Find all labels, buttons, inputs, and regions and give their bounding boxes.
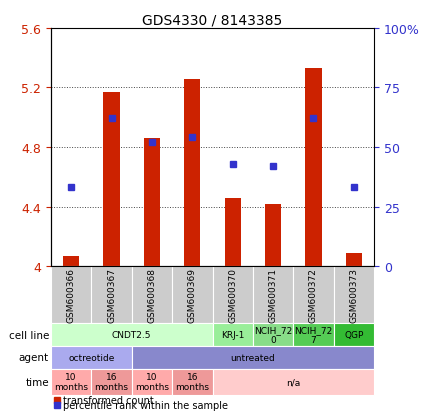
- Title: GDS4330 / 8143385: GDS4330 / 8143385: [142, 14, 283, 28]
- Bar: [253, 323, 293, 346]
- Bar: [305, 69, 321, 266]
- Text: GSM600366: GSM600366: [67, 268, 76, 322]
- Bar: [91, 266, 132, 323]
- Bar: [144, 139, 160, 266]
- Bar: [63, 256, 79, 266]
- Bar: [184, 79, 201, 266]
- Text: 16
months: 16 months: [94, 372, 128, 392]
- Bar: [51, 369, 91, 395]
- Bar: [253, 266, 293, 323]
- Text: NCIH_72
0: NCIH_72 0: [254, 325, 292, 344]
- Text: time: time: [26, 377, 49, 387]
- Bar: [51, 323, 212, 346]
- Bar: [212, 323, 253, 346]
- Text: untreated: untreated: [230, 353, 275, 362]
- Bar: [334, 266, 374, 323]
- Text: 10
months: 10 months: [54, 372, 88, 392]
- Bar: [346, 253, 362, 266]
- Text: KRJ-1: KRJ-1: [221, 330, 244, 339]
- Bar: [265, 204, 281, 266]
- Text: cell line: cell line: [8, 330, 49, 340]
- Bar: [172, 266, 212, 323]
- Bar: [132, 369, 172, 395]
- Text: 10
months: 10 months: [135, 372, 169, 392]
- Text: GSM600369: GSM600369: [188, 268, 197, 322]
- Text: transformed count: transformed count: [63, 394, 154, 405]
- Text: GSM600372: GSM600372: [309, 268, 318, 322]
- Text: GSM600370: GSM600370: [228, 268, 237, 322]
- Text: GSM600373: GSM600373: [349, 268, 358, 322]
- Text: percentile rank within the sample: percentile rank within the sample: [63, 400, 228, 410]
- Bar: [334, 323, 374, 346]
- Text: agent: agent: [19, 353, 49, 363]
- Bar: [51, 266, 91, 323]
- Bar: [51, 346, 132, 369]
- Text: GSM600368: GSM600368: [147, 268, 156, 322]
- Bar: [132, 266, 172, 323]
- Bar: [293, 266, 334, 323]
- Text: GSM600371: GSM600371: [269, 268, 278, 322]
- Bar: [212, 369, 374, 395]
- Bar: [293, 323, 334, 346]
- Text: GSM600367: GSM600367: [107, 268, 116, 322]
- Bar: [212, 266, 253, 323]
- Bar: [224, 198, 241, 266]
- Text: QGP: QGP: [344, 330, 363, 339]
- Text: 16
months: 16 months: [175, 372, 209, 392]
- Bar: [104, 93, 120, 266]
- Text: octreotide: octreotide: [68, 353, 115, 362]
- Text: CNDT2.5: CNDT2.5: [112, 330, 151, 339]
- Text: NCIH_72
7: NCIH_72 7: [294, 325, 332, 344]
- Bar: [132, 346, 374, 369]
- Bar: [91, 369, 132, 395]
- Text: n/a: n/a: [286, 377, 300, 386]
- Bar: [172, 369, 212, 395]
